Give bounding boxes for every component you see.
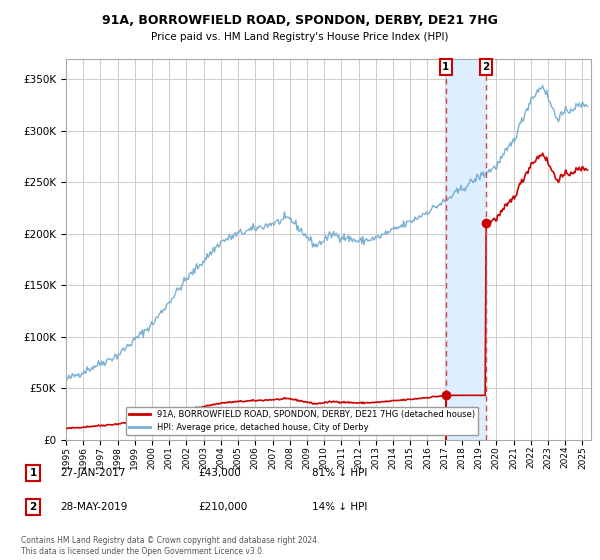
Legend: 91A, BORROWFIELD ROAD, SPONDON, DERBY, DE21 7HG (detached house), HPI: Average p: 91A, BORROWFIELD ROAD, SPONDON, DERBY, D… bbox=[126, 407, 478, 436]
Text: 27-JAN-2017: 27-JAN-2017 bbox=[60, 468, 125, 478]
Bar bbox=[446, 59, 486, 440]
Text: Contains HM Land Registry data © Crown copyright and database right 2024.
This d: Contains HM Land Registry data © Crown c… bbox=[21, 536, 320, 556]
Text: 2: 2 bbox=[482, 62, 490, 72]
Text: £210,000: £210,000 bbox=[198, 502, 247, 512]
Text: £43,000: £43,000 bbox=[198, 468, 241, 478]
Text: 91A, BORROWFIELD ROAD, SPONDON, DERBY, DE21 7HG: 91A, BORROWFIELD ROAD, SPONDON, DERBY, D… bbox=[102, 14, 498, 27]
Text: 14% ↓ HPI: 14% ↓ HPI bbox=[312, 502, 367, 512]
Text: 81% ↓ HPI: 81% ↓ HPI bbox=[312, 468, 367, 478]
Text: 2: 2 bbox=[29, 502, 37, 512]
Text: 1: 1 bbox=[442, 62, 449, 72]
Text: 28-MAY-2019: 28-MAY-2019 bbox=[60, 502, 127, 512]
Text: 1: 1 bbox=[29, 468, 37, 478]
Text: Price paid vs. HM Land Registry's House Price Index (HPI): Price paid vs. HM Land Registry's House … bbox=[151, 32, 449, 42]
